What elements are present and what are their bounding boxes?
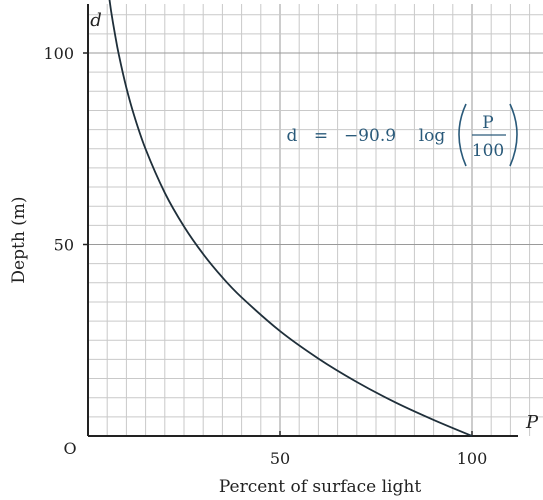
x-tick-label: 100 <box>457 449 488 468</box>
equation-denominator: 100 <box>472 141 504 161</box>
x-axis-letter: P <box>525 412 539 433</box>
y-tick-label: 100 <box>43 44 74 63</box>
equation-numerator: P <box>482 113 493 133</box>
equation-lhs: d <box>287 126 298 146</box>
equation-right-paren <box>509 103 518 167</box>
grid <box>88 4 543 436</box>
equation-log: log <box>419 126 446 146</box>
equation-left-paren <box>458 103 467 167</box>
x-tick-label: 50 <box>270 449 290 468</box>
origin-label: O <box>63 439 76 458</box>
x-axis-label: Percent of surface light <box>219 477 421 497</box>
equation-annotation: d = −90.9 log P 100 <box>287 103 518 167</box>
y-tick-label: 50 <box>54 236 74 255</box>
series-curve <box>108 0 473 437</box>
y-axis-label: Depth (m) <box>9 196 29 283</box>
equation-equals: = <box>314 126 328 146</box>
equation-coefficient: −90.9 <box>344 126 396 146</box>
tick-labels: 50 100 50 100 <box>43 44 487 468</box>
y-axis-letter: d <box>90 10 102 31</box>
axes <box>87 4 518 437</box>
